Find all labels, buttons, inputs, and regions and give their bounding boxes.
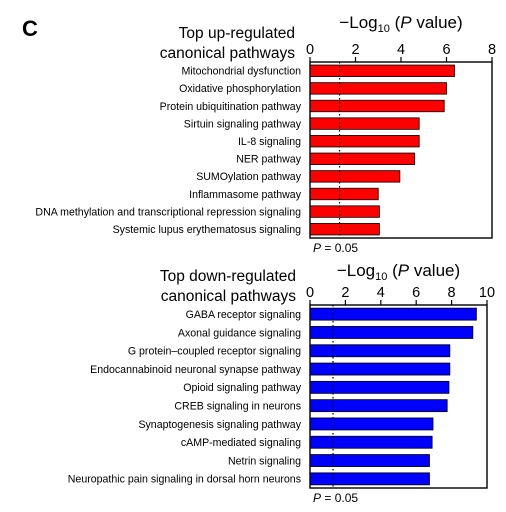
- down-category-label: Synaptogenesis signaling pathway: [138, 419, 301, 431]
- up-category-label: Systemic lupus erythematosus signaling: [113, 224, 302, 236]
- up-x-axis-title: −Log10 (P value): [339, 13, 462, 35]
- down-x-tick-label: 6: [412, 285, 420, 301]
- up-bar: [309, 64, 455, 77]
- up-x-tick-label: 4: [397, 42, 405, 58]
- down-category-label: Axonal guidance signaling: [178, 327, 301, 339]
- down-bar: [309, 344, 451, 358]
- down-regulated-chart: Top down-regulated canonical pathways −Log…: [68, 261, 495, 505]
- down-category-label: Opioid signaling pathway: [183, 382, 301, 394]
- up-bar: [309, 117, 420, 130]
- up-category-label: Protein ubiquitination pathway: [160, 101, 302, 113]
- down-category-label: cAMP-mediated signaling: [181, 437, 301, 449]
- down-bar: [309, 307, 477, 321]
- up-bar: [309, 205, 380, 218]
- up-bar: [309, 187, 379, 201]
- down-bar: [309, 454, 430, 467]
- down-x-tick-label: 2: [341, 285, 349, 301]
- up-category-label: DNA methylation and transcriptional repr…: [35, 206, 301, 218]
- up-bar: [309, 99, 445, 113]
- down-category-label: GABA receptor signaling: [186, 309, 302, 321]
- up-chart-title-line: canonical pathways: [160, 45, 296, 62]
- up-plot-frame: [309, 61, 493, 239]
- panel-label: C: [22, 16, 38, 41]
- down-chart-title-line: canonical pathways: [161, 288, 297, 305]
- up-x-tick-label: 0: [306, 42, 314, 58]
- down-x-axis-title: −Log10 (P value): [337, 261, 460, 283]
- down-x-tick-label: 4: [377, 285, 385, 301]
- up-bar: [309, 135, 420, 148]
- up-category-label: Sirtuin signaling pathway: [184, 118, 302, 130]
- down-bar: [309, 417, 434, 431]
- down-chart-title-line: Top down-regulated: [160, 268, 296, 285]
- up-regulated-chart: Top up-regulated canonical pathways −Log10…: [35, 13, 496, 255]
- up-category-label: Oxidative phosphorylation: [179, 83, 301, 95]
- down-category-label: Netrin signaling: [228, 455, 301, 467]
- down-bar: [309, 362, 451, 376]
- down-bar: [309, 435, 433, 449]
- down-bar: [309, 399, 448, 413]
- up-x-tick-label: 8: [488, 42, 496, 58]
- up-category-label: IL-8 signaling: [238, 136, 301, 148]
- down-category-label: CREB signaling in neurons: [174, 400, 301, 412]
- up-category-label: Inflammasome pathway: [189, 189, 302, 201]
- up-category-label: Mitochondrial dysfunction: [181, 66, 301, 78]
- down-category-label: Neuropathic pain signaling in dorsal hor…: [68, 474, 301, 486]
- up-bar: [309, 170, 401, 183]
- down-category-label: G protein–coupled receptor signaling: [128, 346, 301, 358]
- up-bar: [309, 152, 416, 165]
- down-x-tick-label: 8: [448, 285, 456, 301]
- down-x-tick-label: 0: [306, 285, 314, 301]
- up-x-tick-label: 6: [442, 42, 450, 58]
- up-threshold-label: P = 0.05: [313, 241, 358, 255]
- down-bar: [309, 472, 430, 486]
- down-bar: [309, 380, 450, 394]
- up-category-label: SUMOylation pathway: [196, 171, 302, 183]
- up-bar: [309, 82, 447, 95]
- down-plot-frame: [309, 304, 488, 489]
- down-category-label: Endocannabinoid neuronal synapse pathway: [90, 364, 302, 376]
- up-bar: [309, 223, 380, 236]
- up-x-tick-label: 2: [351, 42, 359, 58]
- down-x-tick-label: 10: [479, 285, 495, 301]
- up-category-label: NER pathway: [236, 154, 301, 166]
- down-bar: [309, 326, 474, 339]
- down-threshold-label: P = 0.05: [313, 491, 358, 505]
- up-chart-title-line: Top up-regulated: [179, 25, 295, 42]
